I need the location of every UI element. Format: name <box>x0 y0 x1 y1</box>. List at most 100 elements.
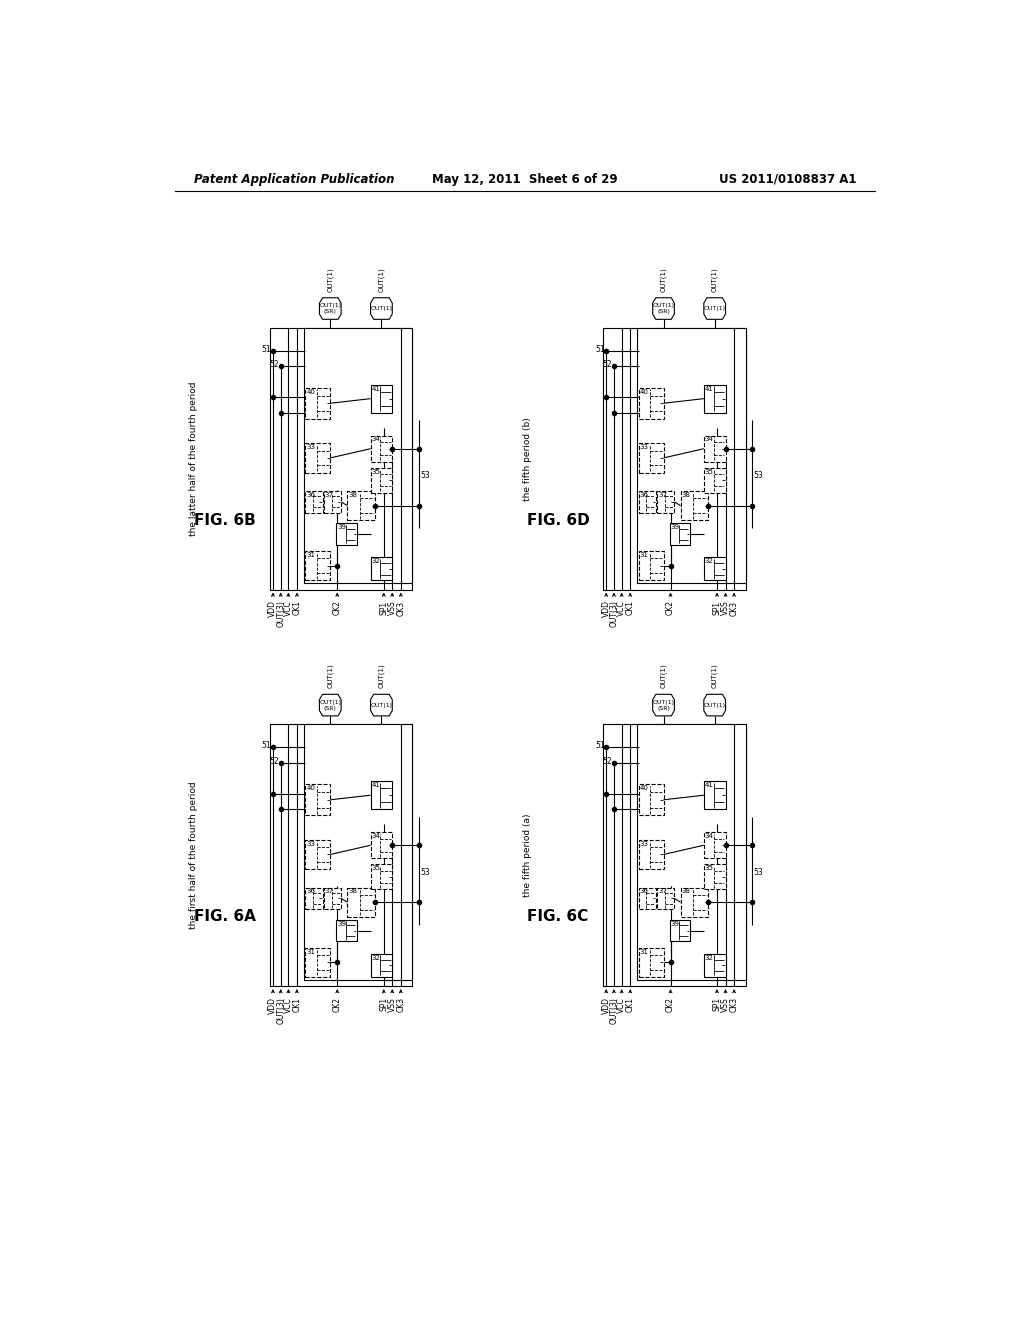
Bar <box>637 327 745 583</box>
Text: FIG. 6D: FIG. 6D <box>527 512 590 528</box>
Text: OUT(1): OUT(1) <box>319 700 341 705</box>
Text: 41: 41 <box>372 783 380 788</box>
Text: OUT(1): OUT(1) <box>652 304 675 308</box>
Text: 31: 31 <box>640 949 648 954</box>
Text: 36: 36 <box>640 492 648 498</box>
Text: 41: 41 <box>705 783 714 788</box>
Text: SP1: SP1 <box>713 997 722 1011</box>
Text: OUT(1): OUT(1) <box>712 664 718 688</box>
Text: CK2: CK2 <box>666 997 675 1012</box>
Bar <box>371 557 392 581</box>
Bar <box>639 784 664 816</box>
Bar <box>305 444 331 473</box>
Text: FIG. 6A: FIG. 6A <box>194 909 256 924</box>
Bar <box>304 327 413 583</box>
Text: 39: 39 <box>671 921 680 927</box>
Text: 35: 35 <box>372 469 380 475</box>
Bar <box>305 491 323 512</box>
Text: 39: 39 <box>337 524 346 531</box>
Text: 53: 53 <box>420 867 430 876</box>
Text: 37: 37 <box>658 492 667 498</box>
Bar <box>371 781 392 809</box>
Bar <box>639 887 655 909</box>
Text: 34: 34 <box>705 437 714 442</box>
Bar <box>371 436 392 462</box>
Bar <box>270 327 413 590</box>
Bar <box>639 444 664 473</box>
Text: 32: 32 <box>705 954 714 961</box>
Bar <box>603 725 745 986</box>
Bar <box>639 491 655 512</box>
Text: 34: 34 <box>705 833 714 840</box>
Text: 53: 53 <box>754 867 763 876</box>
Text: 40: 40 <box>640 785 648 791</box>
Text: 32: 32 <box>372 954 380 961</box>
Text: OUT(1): OUT(1) <box>327 267 334 292</box>
Bar <box>371 954 392 977</box>
Bar <box>657 491 675 512</box>
Text: 41: 41 <box>372 385 380 392</box>
Bar <box>337 920 356 941</box>
Text: OUT(1): OUT(1) <box>660 267 667 292</box>
Bar <box>305 388 331 418</box>
Text: VCC: VCC <box>284 997 293 1012</box>
Text: 51: 51 <box>595 742 604 750</box>
Text: (SR): (SR) <box>324 309 337 314</box>
Text: CK2: CK2 <box>666 601 675 615</box>
Polygon shape <box>652 694 675 715</box>
Text: VDD: VDD <box>268 997 278 1014</box>
Polygon shape <box>319 298 341 319</box>
Text: (SR): (SR) <box>324 706 337 710</box>
Bar <box>639 388 664 418</box>
Bar <box>270 725 413 986</box>
Text: US 2011/0108837 A1: US 2011/0108837 A1 <box>719 173 856 186</box>
Bar <box>305 948 331 977</box>
Text: VSS: VSS <box>721 997 730 1011</box>
Text: 41: 41 <box>705 385 714 392</box>
Text: (SR): (SR) <box>657 309 670 314</box>
Text: OUT(1): OUT(1) <box>371 306 392 312</box>
Bar <box>324 887 341 909</box>
Bar <box>681 491 709 520</box>
Text: 33: 33 <box>640 444 648 450</box>
Text: OUT(3): OUT(3) <box>276 601 285 627</box>
Text: CK1: CK1 <box>626 601 635 615</box>
Text: 52: 52 <box>603 360 612 370</box>
Text: 37: 37 <box>658 888 667 895</box>
Text: the latter half of the fourth period: the latter half of the fourth period <box>189 381 199 536</box>
Text: CK1: CK1 <box>626 997 635 1012</box>
Text: 35: 35 <box>705 469 714 475</box>
Bar <box>703 436 726 462</box>
Text: 53: 53 <box>754 471 763 480</box>
Bar <box>657 887 675 909</box>
Text: CK1: CK1 <box>293 601 301 615</box>
Text: CK1: CK1 <box>293 997 301 1012</box>
Bar <box>637 725 745 979</box>
Text: CK3: CK3 <box>729 601 738 615</box>
Text: 38: 38 <box>681 888 690 895</box>
Polygon shape <box>319 694 341 715</box>
Polygon shape <box>371 694 392 715</box>
Text: OUT(1): OUT(1) <box>660 664 667 688</box>
Text: CK3: CK3 <box>396 601 406 615</box>
Text: the fifth period (b): the fifth period (b) <box>522 417 531 500</box>
Text: OUT(1): OUT(1) <box>703 702 726 708</box>
Text: CK3: CK3 <box>396 997 406 1012</box>
Bar <box>703 469 726 492</box>
Text: 40: 40 <box>306 785 315 791</box>
Text: VCC: VCC <box>284 601 293 616</box>
Text: 32: 32 <box>705 558 714 564</box>
Bar <box>347 491 375 520</box>
Text: OUT(3): OUT(3) <box>276 997 285 1024</box>
Text: 31: 31 <box>640 552 648 558</box>
Text: OUT(1): OUT(1) <box>327 664 334 688</box>
Bar <box>305 840 331 869</box>
Text: SP1: SP1 <box>379 601 388 615</box>
Bar <box>703 781 726 809</box>
Text: VCC: VCC <box>617 601 626 616</box>
Polygon shape <box>703 694 726 715</box>
Text: the fifth period (a): the fifth period (a) <box>522 813 531 898</box>
Bar <box>305 887 323 909</box>
Text: CK3: CK3 <box>729 997 738 1012</box>
Text: 35: 35 <box>705 866 714 871</box>
